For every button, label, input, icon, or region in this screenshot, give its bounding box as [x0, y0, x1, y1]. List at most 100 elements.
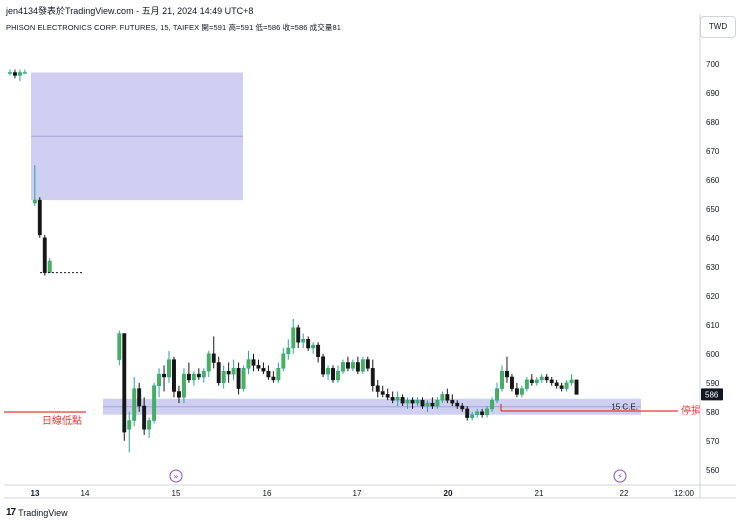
candle-body — [8, 72, 12, 74]
candle-body — [405, 399, 410, 404]
x-tick-label: 16 — [263, 489, 272, 498]
candle-body — [236, 368, 241, 389]
candle-body — [505, 370, 509, 378]
candle-body — [306, 339, 311, 349]
y-tick-label: 570 — [706, 437, 720, 446]
candle-body — [117, 333, 122, 360]
candle-body — [32, 199, 37, 204]
earnings-event-icon — [613, 469, 627, 483]
candle-body — [286, 347, 291, 355]
last-price-value: 586 — [705, 390, 719, 399]
last-price-tag — [701, 388, 723, 401]
candle-body — [17, 72, 22, 76]
y-tick-label: 640 — [706, 234, 720, 243]
candle-body — [201, 370, 206, 378]
y-tick-label: 680 — [706, 118, 720, 127]
candle-body — [271, 376, 276, 381]
candle-body — [420, 399, 425, 407]
y-tick-label: 560 — [706, 466, 720, 475]
candle-body — [574, 379, 579, 395]
candle-body — [495, 388, 499, 401]
candle-body — [42, 237, 47, 273]
candle-body — [355, 362, 360, 372]
candle-body — [559, 385, 564, 389]
candle-body — [296, 327, 301, 343]
y-tick-label: 590 — [706, 379, 720, 388]
candle-body — [345, 362, 350, 369]
candle-body — [569, 379, 574, 384]
candle-body — [475, 411, 480, 415]
candle-body — [350, 362, 355, 369]
dividend-glyph-icon: » — [174, 472, 179, 481]
candle-body — [465, 408, 470, 418]
candle-body — [460, 405, 465, 410]
candle-body — [276, 368, 281, 381]
candle-body — [445, 394, 450, 401]
candle-body — [167, 359, 171, 378]
y-tick-label: 690 — [706, 89, 720, 98]
publisher-line: jen4134發表於TradingView.com - 五月 21, 2024 … — [6, 6, 254, 16]
lightning-icon: ⚡ — [617, 472, 623, 481]
candle-body — [47, 260, 52, 273]
candle-body — [450, 399, 455, 404]
candle-body — [132, 388, 137, 421]
candle-body — [480, 411, 485, 415]
candle-body — [380, 391, 385, 395]
candle-body — [500, 370, 504, 389]
tradingview-footer[interactable]: 17 TradingView — [6, 507, 68, 518]
candle-body — [37, 199, 42, 236]
candle-body — [256, 365, 261, 369]
candle-body — [509, 376, 514, 389]
y-tick-label: 700 — [706, 60, 720, 69]
candle-body — [375, 385, 380, 392]
candle-body — [172, 359, 176, 392]
candle-body — [291, 327, 296, 349]
symbol-legend: PHISON ELECTRONICS CORP. FUTURES, 15, TA… — [6, 23, 342, 32]
candle-body — [430, 402, 435, 407]
candle-body — [400, 397, 405, 404]
x-tick-label: 14 — [81, 489, 90, 498]
y-tick-label: 650 — [706, 205, 720, 214]
y-tick-label: 660 — [706, 176, 720, 185]
tradingview-logo-icon: 17 — [6, 507, 16, 518]
candle-body — [196, 373, 201, 378]
candle-body — [211, 353, 216, 363]
candle-body — [261, 368, 266, 372]
candle-body — [544, 376, 549, 381]
candle-body — [425, 402, 430, 407]
candle-body — [485, 408, 490, 415]
daily-low-label: 日線低點 — [42, 414, 82, 427]
candle-body — [147, 420, 152, 430]
candle-body — [395, 397, 400, 401]
candle-body — [490, 399, 495, 410]
candle-body — [341, 362, 345, 372]
candle-body — [440, 394, 445, 401]
candle-body — [177, 391, 181, 398]
lower-zone-label: 15 C.E. — [611, 403, 638, 412]
candle-body — [246, 359, 251, 369]
x-tick-label: 17 — [353, 489, 362, 498]
candle-body — [162, 373, 166, 378]
candle-body — [137, 388, 142, 407]
candle-body — [251, 359, 256, 366]
candle-body — [321, 356, 326, 375]
candle-body — [519, 388, 524, 395]
candle-body — [390, 397, 395, 401]
candle-body — [142, 405, 147, 430]
candle-body — [127, 420, 132, 430]
candle-body — [410, 399, 415, 404]
candle-body — [326, 368, 331, 375]
dividend-event-icon — [169, 469, 183, 483]
y-tick-label: 600 — [706, 350, 720, 359]
candle-body — [331, 368, 335, 381]
candle-body — [365, 359, 370, 369]
candle-body — [22, 72, 27, 74]
y-tick-label: 630 — [706, 263, 720, 272]
y-tick-label: 670 — [706, 147, 720, 156]
candle-body — [191, 373, 196, 381]
candle-body — [316, 344, 321, 357]
candle-body — [12, 72, 17, 76]
y-tick-label: 580 — [706, 408, 720, 417]
x-tick-label: 13 — [31, 489, 40, 498]
